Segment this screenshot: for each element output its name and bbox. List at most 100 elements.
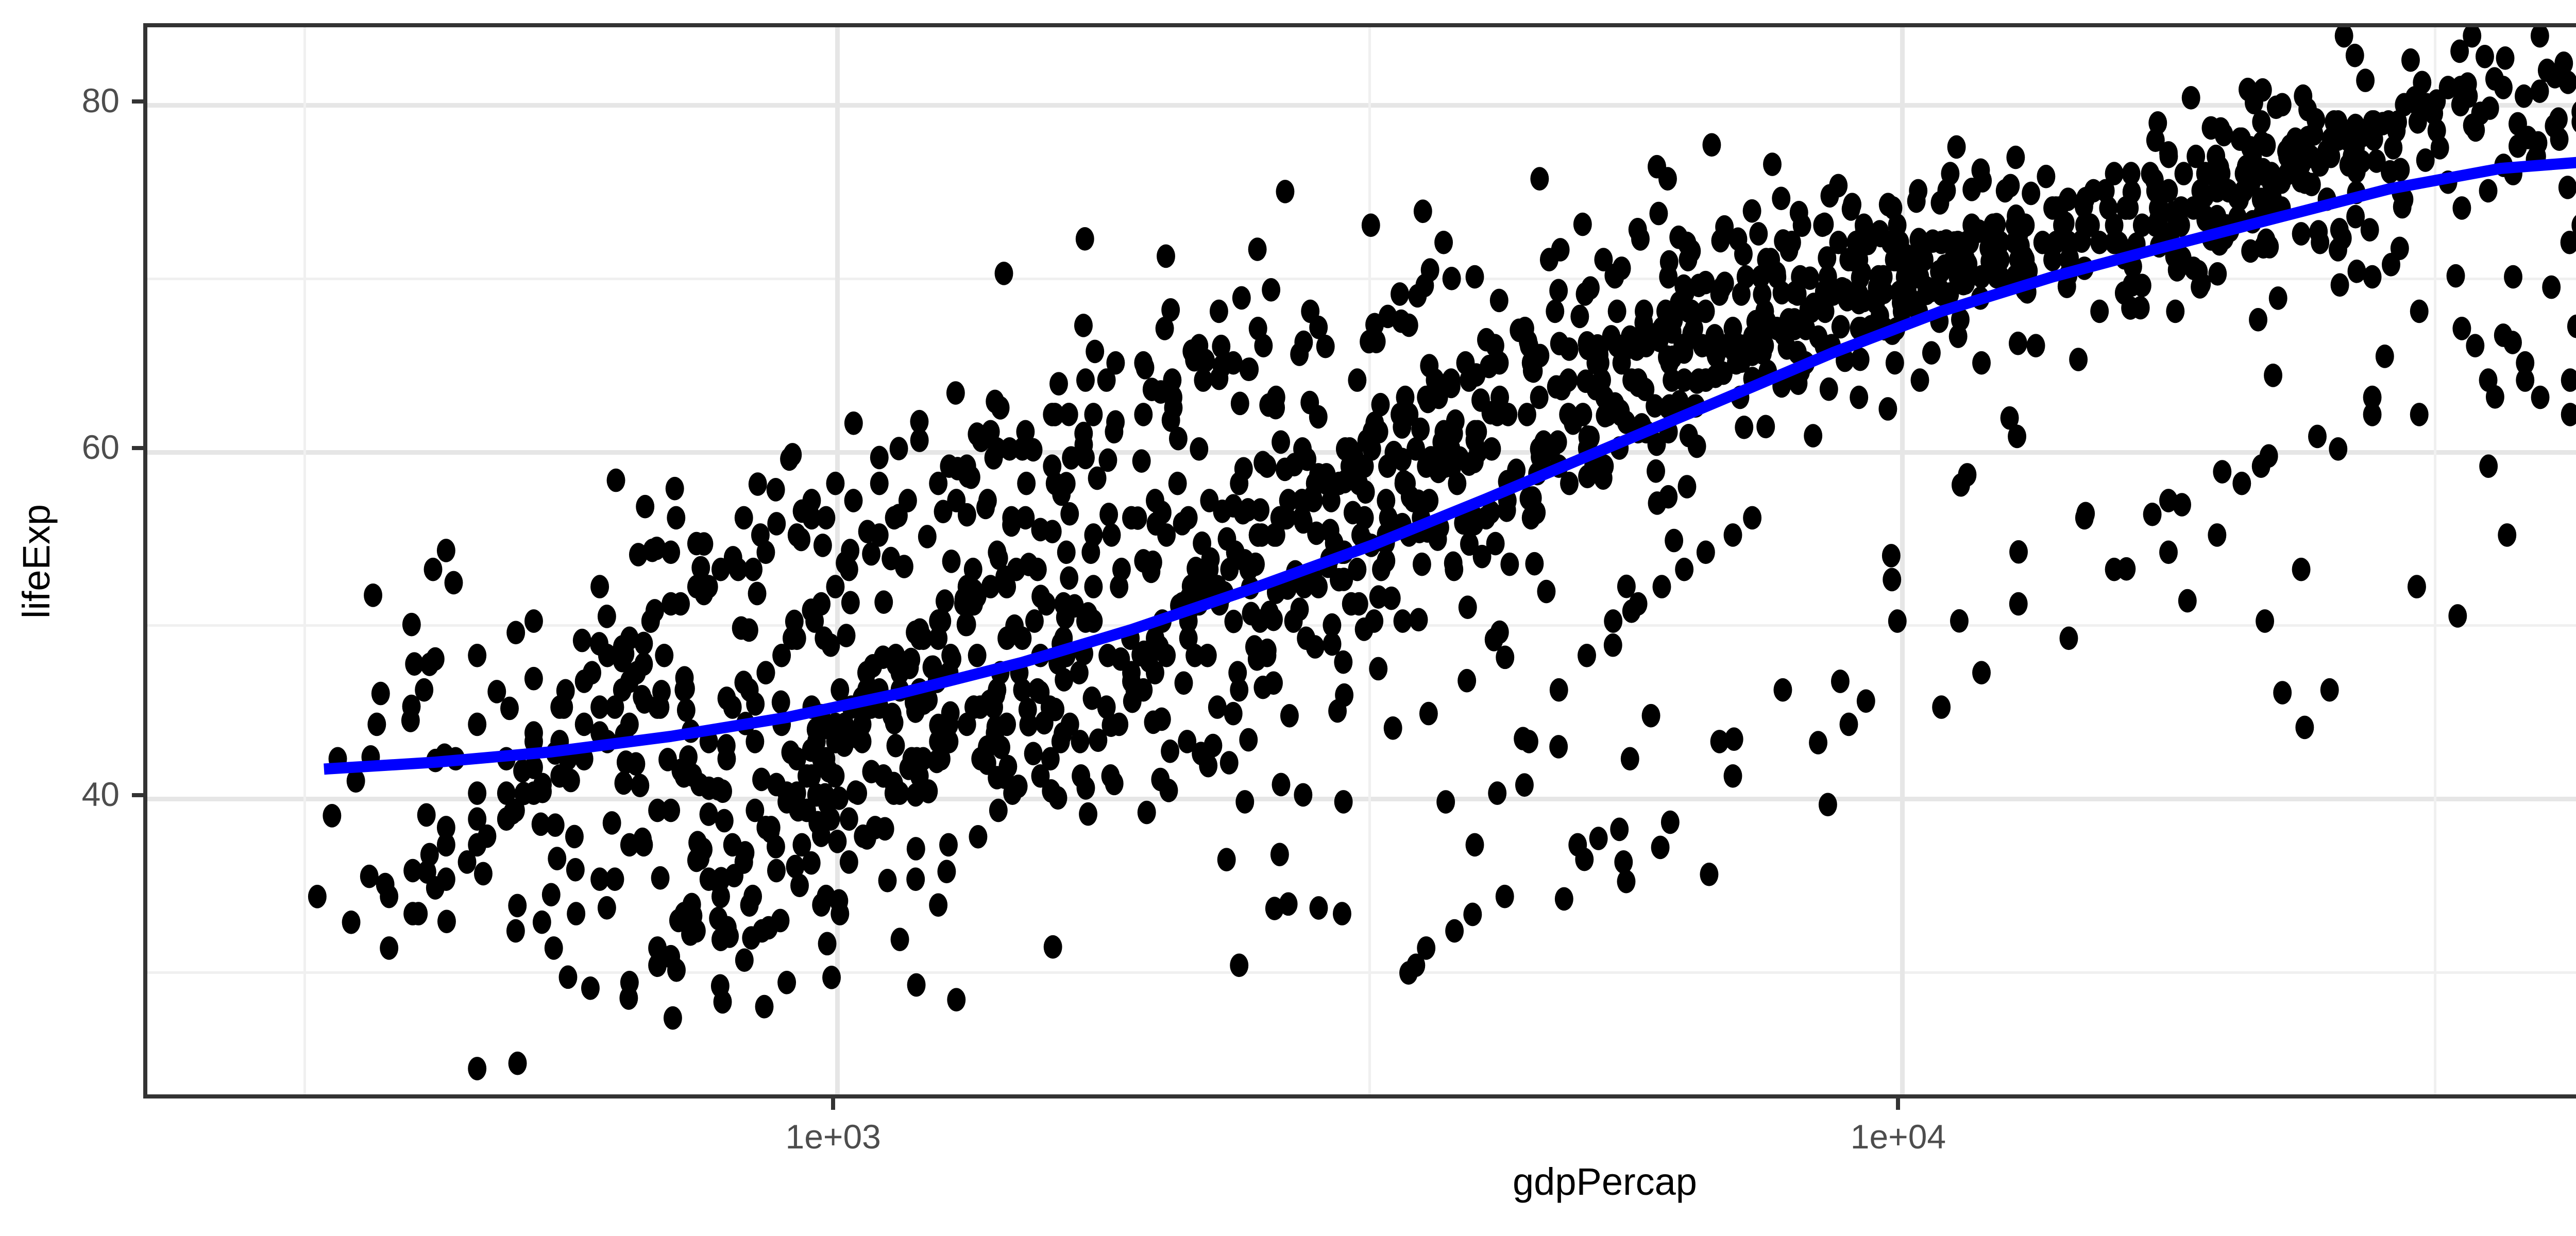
- scatter-point: [1801, 266, 1820, 290]
- scatter-point: [2317, 140, 2336, 163]
- scatter-point: [1123, 689, 1142, 713]
- scatter-point: [590, 632, 608, 656]
- plot-panel-inner: [147, 27, 2576, 1094]
- scatter-point: [717, 686, 736, 710]
- scatter-point: [1706, 364, 1725, 388]
- scatter-point: [1819, 377, 1838, 401]
- scatter-point: [1187, 557, 1206, 580]
- scatter-point: [830, 786, 849, 810]
- scatter-point: [1677, 231, 1697, 255]
- scatter-point: [919, 688, 938, 712]
- scatter-point: [524, 609, 543, 633]
- scatter-point: [1554, 887, 1573, 911]
- scatter-point: [786, 854, 805, 879]
- scatter-point: [597, 605, 616, 628]
- scatter-point: [1815, 280, 1834, 304]
- scatter-point: [1179, 626, 1198, 650]
- scatter-point: [989, 798, 1008, 822]
- scatter-point: [2131, 296, 2150, 320]
- scatter-point: [1155, 317, 1174, 340]
- scatter-point: [1194, 368, 1213, 392]
- scatter-point: [1735, 415, 1754, 439]
- scatter-point: [691, 846, 710, 870]
- scatter-point: [1262, 278, 1281, 302]
- scatter-point: [1013, 678, 1032, 702]
- scatter-point: [1936, 254, 1955, 278]
- scatter-point: [1098, 448, 1117, 472]
- scatter-point: [531, 812, 550, 836]
- scatter-point: [2159, 179, 2178, 203]
- scatter-point: [906, 837, 925, 861]
- scatter-point: [2278, 144, 2297, 168]
- scatter-point: [508, 894, 527, 918]
- scatter-point: [1495, 884, 1514, 908]
- scatter-point: [2391, 158, 2410, 182]
- scatter-point: [1995, 179, 2014, 203]
- scatter-point: [636, 494, 655, 519]
- scatter-point: [308, 885, 327, 908]
- scatter-point: [1617, 869, 1636, 894]
- scatter-point: [1507, 458, 1526, 483]
- scatter-point: [839, 850, 858, 874]
- scatter-point: [1496, 645, 1515, 670]
- scatter-point: [839, 807, 858, 831]
- scatter-point: [1334, 790, 1353, 814]
- scatter-point: [1409, 608, 1428, 632]
- gridline-minor-vertical: [2433, 27, 2436, 1094]
- scatter-point: [1777, 336, 1797, 360]
- scatter-point: [1224, 609, 1243, 633]
- scatter-point: [1910, 368, 1929, 392]
- scatter-point: [2448, 604, 2467, 628]
- scatter-point: [2375, 345, 2394, 368]
- scatter-point: [1573, 212, 1592, 236]
- scatter-point: [648, 798, 667, 822]
- scatter-point: [1610, 817, 1629, 842]
- scatter-point: [2356, 68, 2375, 92]
- scatter-point: [900, 649, 919, 674]
- scatter-point: [1031, 764, 1050, 788]
- scatter-point: [1280, 703, 1299, 728]
- scatter-point: [468, 807, 487, 831]
- scatter-point: [2343, 144, 2362, 168]
- scatter-point: [1677, 475, 1697, 499]
- scatter-point: [1696, 270, 1715, 295]
- scatter-point: [1951, 473, 1970, 497]
- scatter-point: [2413, 71, 2432, 95]
- scatter-point: [2076, 502, 2095, 526]
- scatter-point: [1198, 643, 1217, 667]
- scatter-point: [1002, 513, 1021, 537]
- scatter-point: [2105, 213, 2124, 237]
- scatter-point: [1089, 728, 1108, 752]
- scatter-point: [857, 661, 876, 685]
- scatter-point: [2132, 213, 2151, 237]
- scatter-point: [1570, 304, 1589, 329]
- scatter-point: [1217, 527, 1236, 551]
- scatter-point: [780, 447, 799, 471]
- scatter-point: [1057, 540, 1076, 564]
- scatter-point: [1417, 936, 1436, 960]
- scatter-point: [605, 867, 624, 891]
- scatter-point: [1549, 279, 1568, 303]
- scatter-point: [1144, 710, 1163, 734]
- scatter-point: [862, 760, 881, 784]
- scatter-point: [817, 506, 836, 530]
- scatter-point: [1898, 280, 1917, 304]
- scatter-point: [1774, 229, 1793, 253]
- scatter-point: [846, 780, 865, 804]
- scatter-point: [1235, 549, 1255, 573]
- scatter-point: [2056, 211, 2075, 235]
- scatter-point: [1153, 501, 1172, 525]
- scatter-point: [1537, 579, 1556, 604]
- scatter-point: [1248, 317, 1267, 340]
- scatter-point: [602, 811, 621, 835]
- scatter-point: [1724, 727, 1743, 751]
- scatter-point: [785, 609, 804, 633]
- scatter-point: [684, 763, 702, 787]
- scatter-point: [2069, 348, 2088, 371]
- scatter-point: [1070, 661, 1089, 685]
- scatter-point: [2166, 299, 2185, 323]
- scatter-point: [487, 680, 506, 703]
- scatter-point: [2146, 128, 2165, 152]
- scatter-point: [1045, 403, 1064, 426]
- scatter-point: [1589, 827, 1608, 850]
